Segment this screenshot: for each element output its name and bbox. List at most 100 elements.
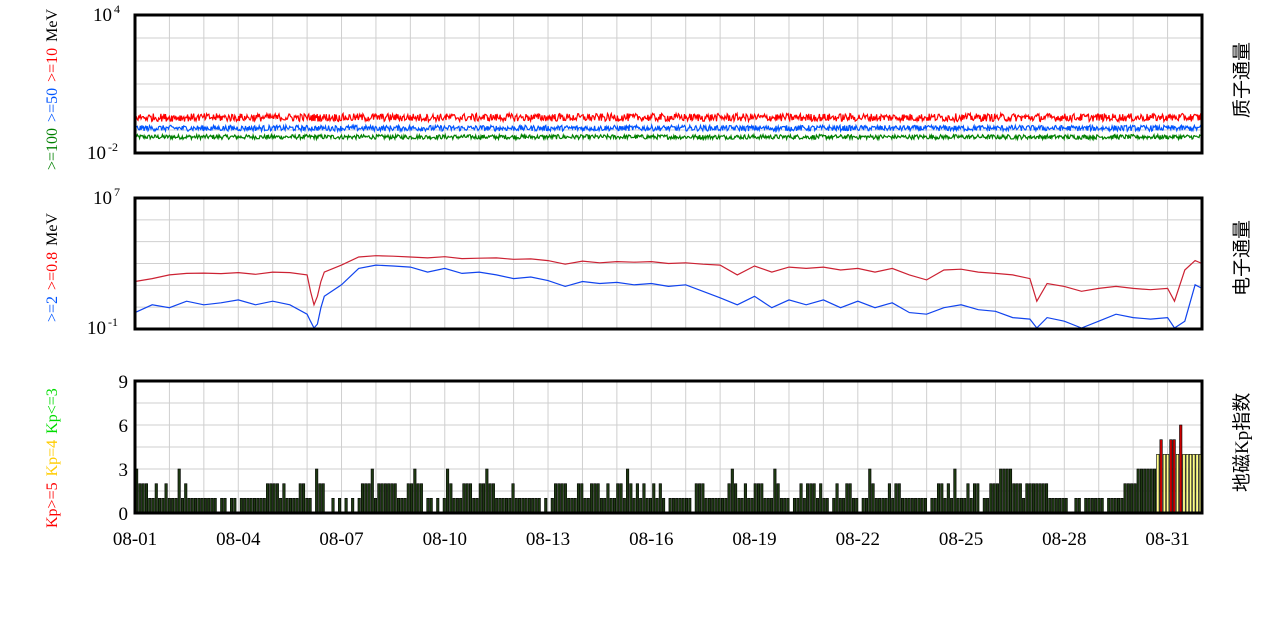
kp-bar	[544, 497, 548, 514]
kp-bar	[969, 497, 973, 514]
kp-bar	[272, 483, 276, 514]
kp-bar	[161, 497, 165, 514]
kp-bar	[851, 497, 855, 514]
kp-bar	[1107, 497, 1111, 514]
kp-bar	[1146, 468, 1150, 514]
kp-bar	[207, 497, 211, 514]
kp-bar	[792, 497, 797, 514]
kp-bar	[730, 468, 734, 514]
x-tick-label: 08-07	[319, 529, 363, 550]
kp-bar	[190, 497, 194, 514]
kp-bar	[684, 497, 689, 514]
kp-bar	[976, 483, 980, 514]
kp-bar	[711, 497, 715, 514]
kp-bar	[148, 497, 152, 514]
kp-bar	[1025, 483, 1029, 514]
kp-bar	[599, 497, 603, 514]
kp-bar	[704, 497, 708, 514]
kp-bar	[288, 497, 293, 514]
kp-bar	[740, 497, 744, 514]
kp-bar	[580, 483, 584, 514]
kp-bar	[900, 497, 905, 514]
kp-bar	[681, 497, 685, 514]
kp-bar	[756, 483, 761, 514]
kp-bar	[734, 483, 738, 514]
kp-bar	[724, 497, 728, 514]
kp-bar	[694, 483, 698, 514]
kp-ytick-label: 9	[119, 372, 129, 393]
ylabel-part: Kp=4	[44, 440, 61, 477]
kp-bar	[315, 468, 319, 514]
kp-bar	[446, 468, 450, 514]
kp-bar	[720, 497, 725, 514]
x-tick-label: 08-04	[216, 529, 261, 550]
kp-bar	[897, 483, 901, 514]
kp-bar	[154, 483, 158, 514]
proton-ylabel: >=100 >=50 >=10 MeV	[44, 9, 61, 170]
ylabel-part: >=100	[44, 128, 61, 170]
kp-bar	[779, 497, 783, 514]
kp-bar	[982, 497, 986, 514]
kp-bar	[531, 497, 535, 514]
kp-bar	[603, 497, 607, 514]
kp-bar	[773, 468, 777, 514]
kp-bar	[491, 483, 495, 514]
kp-bar	[220, 497, 224, 514]
kp-bar	[482, 483, 486, 514]
kp-bar	[632, 497, 636, 514]
kp-bar	[554, 483, 558, 514]
kp-bar	[717, 497, 721, 514]
kp-bar	[360, 483, 365, 514]
kp-bar	[1120, 497, 1124, 514]
kp-bar	[786, 497, 790, 514]
kp-bar	[760, 483, 764, 514]
kp-bar	[282, 483, 286, 514]
x-tick-label: 08-13	[526, 529, 570, 550]
kp-bar	[243, 497, 247, 514]
kp-bar	[452, 497, 456, 514]
kp-bar	[573, 497, 577, 514]
kp-bar	[819, 483, 823, 514]
kp-bar	[370, 468, 374, 514]
kp-bar	[832, 497, 836, 514]
kp-bar	[537, 497, 541, 514]
kp-bar	[213, 497, 217, 514]
kp-bar	[429, 497, 433, 514]
kp-bar	[1185, 453, 1189, 514]
kp-bar	[426, 497, 430, 514]
kp-bar	[478, 483, 482, 514]
kp-bar	[1192, 453, 1196, 514]
kp-bar	[194, 497, 198, 514]
kp-bar	[809, 483, 813, 514]
kp-bar	[835, 483, 839, 514]
kp-bar	[184, 483, 188, 514]
kp-bar	[501, 497, 505, 514]
kp-bar	[1045, 483, 1049, 514]
x-tick-label: 08-10	[423, 529, 467, 550]
kp-bar	[914, 497, 918, 514]
kp-bar	[1189, 453, 1193, 514]
kp-bar	[963, 497, 967, 514]
ylabel-part: MeV	[44, 213, 61, 246]
kp-bar	[1074, 497, 1078, 514]
kp-bar	[1094, 497, 1098, 514]
kp-bar	[1084, 497, 1088, 514]
kp-bar	[799, 483, 803, 514]
kp-bar	[475, 497, 479, 514]
kp-bar	[1182, 453, 1186, 514]
ylabel-part: Kp<=3	[44, 388, 61, 434]
kp-bar	[442, 497, 446, 514]
electron-series-line	[134, 264, 1203, 330]
kp-bar	[838, 497, 842, 514]
kp-bar	[576, 483, 581, 514]
kp-bar	[1005, 468, 1009, 514]
electron-grid	[135, 198, 1202, 329]
kp-bar	[1038, 483, 1042, 514]
kp-bar	[776, 483, 780, 514]
kp-bar	[861, 497, 865, 514]
kp-bar	[164, 483, 168, 514]
kp-bar	[920, 497, 924, 514]
kp-bar	[635, 483, 639, 514]
kp-index-panel: 0 3 6 9 Kp>=5 Kp=4 Kp<=3 地磁Kp指数	[44, 372, 1253, 528]
kp-bar	[508, 497, 512, 514]
